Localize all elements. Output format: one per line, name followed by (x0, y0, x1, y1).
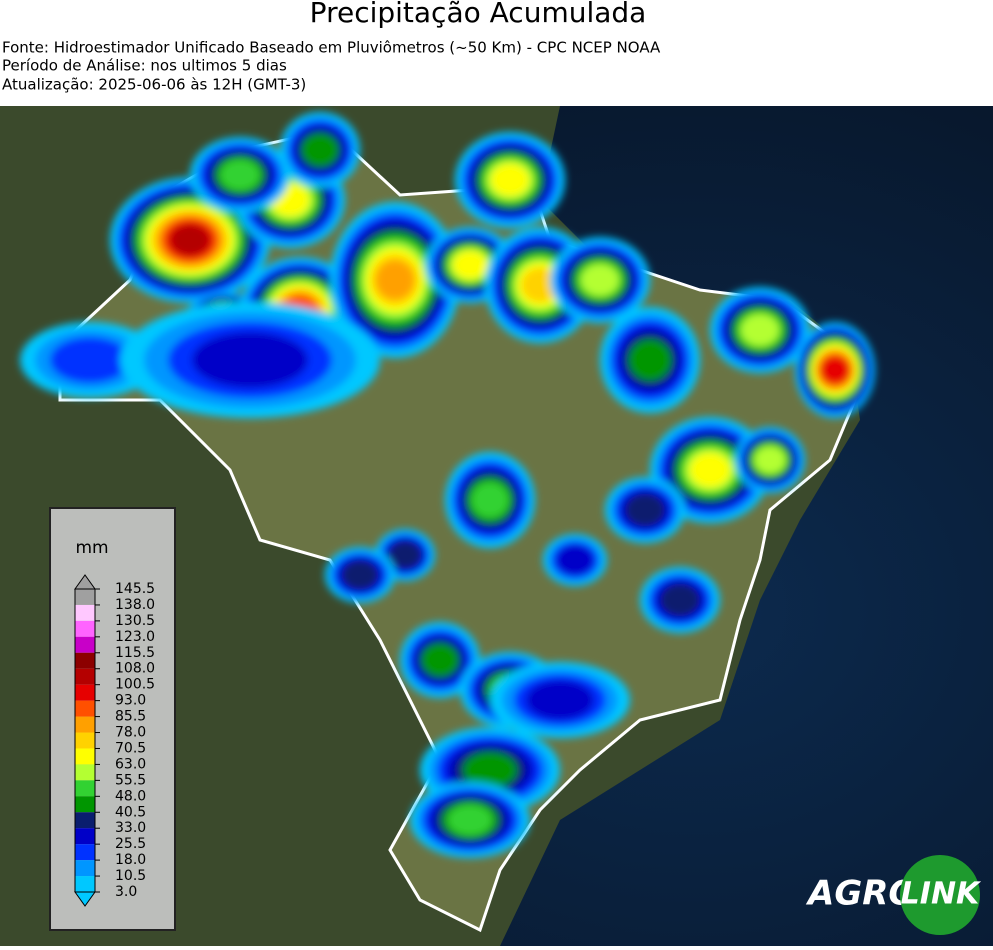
rain-area (471, 482, 509, 518)
rain-area (388, 541, 422, 569)
tick-label: 55.5 (115, 772, 146, 788)
precipitation (20, 112, 875, 858)
tick-label: 63.0 (115, 756, 146, 772)
color-bin (75, 780, 95, 797)
tick-label: 18.0 (115, 852, 146, 868)
rain-area (421, 643, 459, 677)
color-bin (75, 828, 95, 845)
color-bin (75, 860, 95, 877)
tick-label: 130.5 (115, 613, 155, 629)
color-bin (75, 796, 95, 813)
color-bin (75, 764, 95, 781)
logo: AGRO LINK (805, 855, 982, 935)
tick-label: 3.0 (115, 884, 137, 900)
logo-right: LINK (901, 877, 982, 912)
tick-label: 48.0 (115, 788, 146, 804)
color-bin (75, 844, 95, 861)
tick-label: 145.5 (115, 581, 155, 597)
tick-label: 108.0 (115, 661, 155, 677)
title: Precipitação Acumulada (310, 0, 647, 29)
tick-label: 70.5 (115, 740, 146, 756)
source-line: Fonte: Hidroestimador Unificado Baseado … (2, 39, 661, 57)
rain-area (375, 260, 415, 300)
tick-label: 100.5 (115, 677, 155, 693)
rain-area (50, 337, 130, 383)
rain-area (341, 560, 379, 590)
color-bin (75, 876, 95, 892)
map (0, 106, 993, 946)
update-line: Atualização: 2025-06-06 às 12H (GMT-3) (2, 76, 306, 94)
rain-area (453, 251, 487, 279)
legend: mm 145.5138.0130.5123.0115.5108.0100.593… (49, 507, 176, 931)
rain-area (628, 339, 672, 381)
logo-circle (900, 855, 980, 935)
tick-label: 115.5 (115, 645, 155, 661)
rain-area (192, 332, 308, 388)
colorbar-frame (74, 588, 96, 893)
color-bin (75, 620, 95, 637)
rain-area (447, 804, 493, 836)
color-bin (75, 652, 95, 669)
rain-area (170, 224, 210, 256)
rain-area (754, 446, 786, 474)
tick-label: 33.0 (115, 820, 146, 836)
tick-label: 40.5 (115, 804, 146, 820)
rain-area (301, 133, 339, 167)
color-bin (75, 812, 95, 829)
color-bin (75, 700, 95, 717)
logo-left: AGRO (805, 874, 917, 914)
rain-area (820, 356, 850, 384)
colorbar: 145.5138.0130.5123.0115.5108.0100.593.08… (74, 574, 155, 907)
rain-area (741, 314, 779, 346)
rain-area (625, 493, 665, 527)
tick-label: 93.0 (115, 693, 146, 709)
period-line: Período de Análise: nos ultimos 5 dias (2, 57, 287, 75)
tick-label: 25.5 (115, 836, 146, 852)
color-bin (75, 589, 95, 605)
rain-area (220, 159, 260, 191)
header-bg (0, 0, 993, 106)
rain-area (660, 583, 700, 617)
tick-label: 123.0 (115, 629, 155, 645)
legend-box (49, 507, 176, 931)
rain-area (526, 680, 594, 720)
tick-label: 85.5 (115, 709, 146, 725)
tick-label: 138.0 (115, 597, 155, 613)
color-bin (75, 684, 95, 701)
rain-area (690, 453, 730, 487)
color-bin (75, 604, 95, 621)
tick-label: 78.0 (115, 725, 146, 741)
rain-area (462, 752, 518, 788)
color-bin (75, 668, 95, 685)
color-bin (75, 636, 95, 653)
rain-area (581, 264, 619, 296)
color-bin (75, 748, 95, 765)
rain-area (491, 164, 529, 196)
rain-area (556, 544, 594, 576)
color-bin (75, 732, 95, 749)
rain-area (521, 267, 559, 303)
legend-unit: mm (75, 538, 108, 558)
color-bin (75, 716, 95, 733)
tick-label: 10.5 (115, 868, 146, 884)
